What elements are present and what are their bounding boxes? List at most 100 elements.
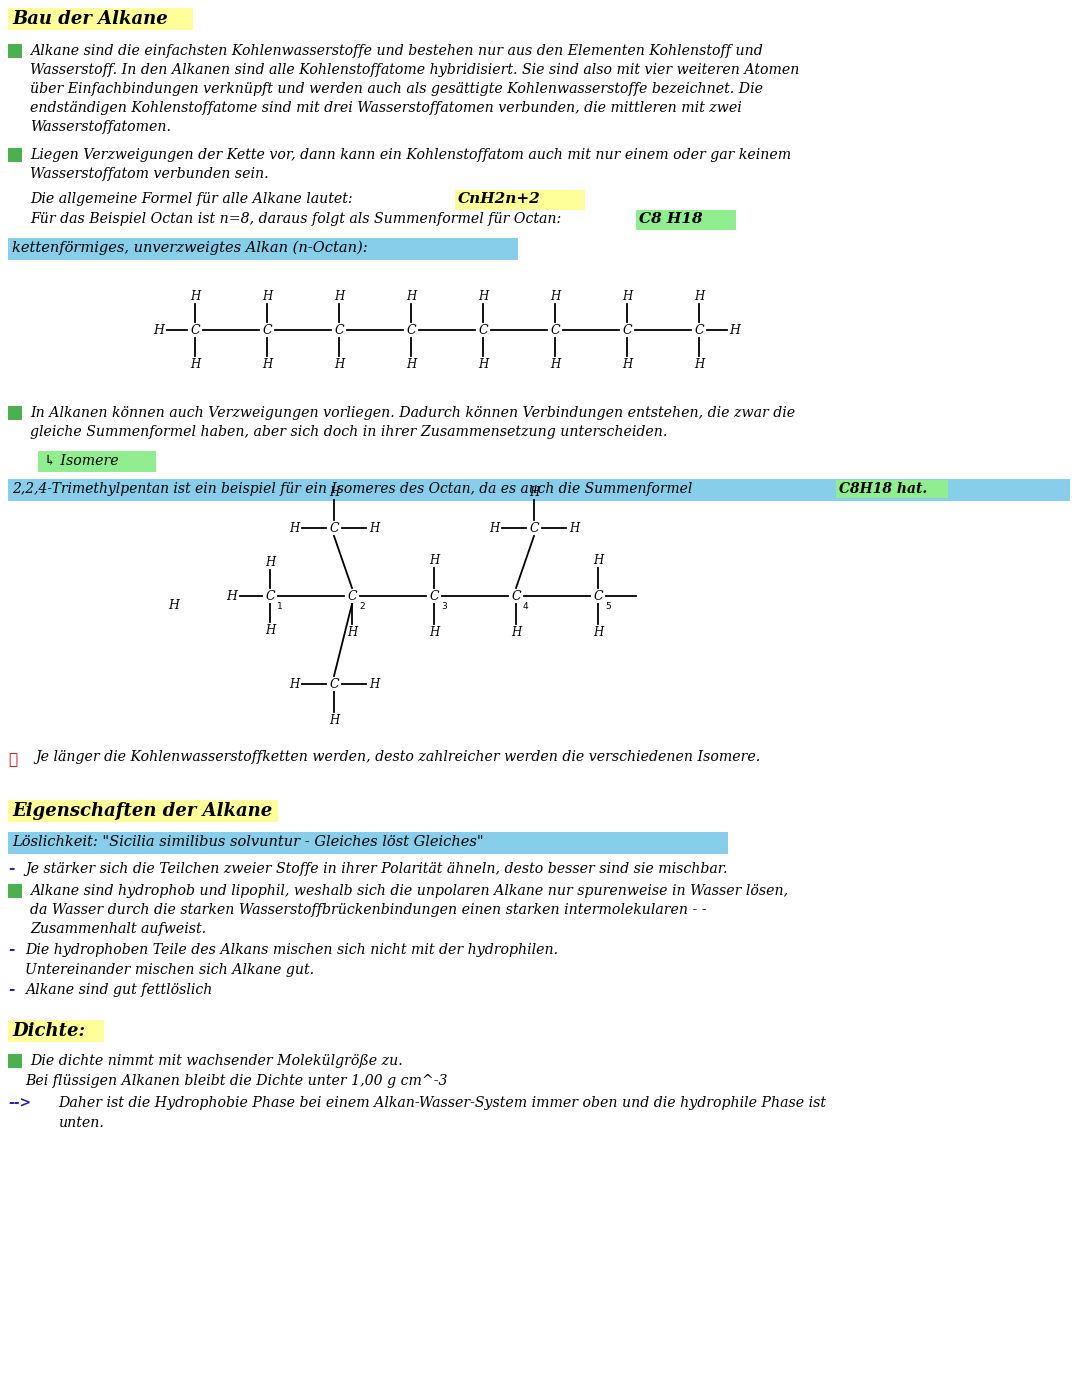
Text: C: C <box>550 323 559 336</box>
Bar <box>8 832 728 855</box>
Text: C: C <box>334 323 343 336</box>
Text: 2,2,4-Trimethylpentan ist ein beispiel für ein Isomeres des Octan, da es auch di: 2,2,4-Trimethylpentan ist ein beispiel f… <box>12 482 692 496</box>
Text: Die allgemeine Formel für alle Alkane lautet:: Die allgemeine Formel für alle Alkane la… <box>30 192 353 206</box>
Text: Daher ist die Hydrophobie Phase bei einem Alkan-Wasser-System immer oben und die: Daher ist die Hydrophobie Phase bei eine… <box>58 1096 826 1110</box>
Bar <box>8 238 518 261</box>
Text: H: H <box>429 626 440 638</box>
Text: H: H <box>153 323 164 336</box>
Text: über Einfachbindungen verknüpft und werden auch als gesättigte Kohlenwasserstoff: über Einfachbindungen verknüpft und werd… <box>30 82 762 96</box>
Text: H: H <box>334 290 345 302</box>
Text: Wasserstoffatom verbunden sein.: Wasserstoffatom verbunden sein. <box>30 167 269 181</box>
Text: CnH2n+2: CnH2n+2 <box>458 192 541 206</box>
Bar <box>38 452 156 473</box>
Text: H: H <box>622 290 632 302</box>
Text: 1: 1 <box>276 602 283 611</box>
Text: H: H <box>406 357 416 371</box>
Text: 2: 2 <box>359 602 365 611</box>
Text: H: H <box>569 521 579 534</box>
Text: C: C <box>329 677 339 690</box>
Text: In Alkanen können auch Verzweigungen vorliegen. Dadurch können Verbindungen ents: In Alkanen können auch Verzweigungen vor… <box>30 406 795 420</box>
Text: Alkane sind die einfachsten Kohlenwasserstoffe und bestehen nur aus den Elemente: Alkane sind die einfachsten Kohlenwasser… <box>30 45 762 59</box>
Text: Untereinander mischen sich Alkane gut.: Untereinander mischen sich Alkane gut. <box>25 963 314 977</box>
Text: Bau der Alkane: Bau der Alkane <box>12 10 167 28</box>
Text: Alkane sind hydrophob und lipophil, weshalb sich die unpolaren Alkane nur spuren: Alkane sind hydrophob und lipophil, wesh… <box>30 884 788 898</box>
Text: H: H <box>477 290 488 302</box>
Bar <box>455 190 585 210</box>
Bar <box>8 800 278 822</box>
Text: C: C <box>622 323 632 336</box>
Text: H: H <box>168 599 179 612</box>
Text: H: H <box>550 290 561 302</box>
Text: 4: 4 <box>523 602 528 611</box>
Text: Löslichkeit: "Sicilia similibus solvuntur - Gleiches löst Gleiches": Löslichkeit: "Sicilia similibus solvuntu… <box>12 835 484 849</box>
Text: H: H <box>369 677 379 690</box>
Text: C: C <box>429 590 438 602</box>
Text: 3: 3 <box>441 602 447 611</box>
Text: H: H <box>288 677 299 690</box>
Text: C: C <box>529 521 539 534</box>
Bar <box>636 210 735 230</box>
Text: H: H <box>369 521 379 534</box>
Text: ✦: ✦ <box>8 753 17 767</box>
Text: ↳ Isomere: ↳ Isomere <box>44 454 119 468</box>
Text: H: H <box>511 626 522 638</box>
Bar <box>8 480 1070 500</box>
Text: H: H <box>347 626 357 638</box>
Text: endständigen Kohlenstoffatome sind mit drei Wasserstoffatomen verbunden, die mit: endständigen Kohlenstoffatome sind mit d… <box>30 100 742 114</box>
Text: C: C <box>347 590 356 602</box>
Text: -: - <box>8 942 14 958</box>
Text: H: H <box>693 290 704 302</box>
Text: H: H <box>329 485 339 499</box>
Text: kettenförmiges, unverzweigtes Alkan (n-Octan):: kettenförmiges, unverzweigtes Alkan (n-O… <box>12 241 367 255</box>
Text: H: H <box>489 521 499 534</box>
Text: C: C <box>262 323 272 336</box>
Text: H: H <box>288 521 299 534</box>
Text: Für das Beispiel Octan ist n=8, daraus folgt als Summenformel für Octan:: Für das Beispiel Octan ist n=8, daraus f… <box>30 212 562 226</box>
Text: C: C <box>694 323 704 336</box>
Text: H: H <box>190 357 200 371</box>
Text: Zusammenhalt aufweist.: Zusammenhalt aufweist. <box>30 921 206 935</box>
Text: H: H <box>730 323 741 336</box>
Text: C: C <box>406 323 416 336</box>
Bar <box>8 148 22 162</box>
Text: C: C <box>329 521 339 534</box>
Text: Je stärker sich die Teilchen zweier Stoffe in ihrer Polarität ähneln, desto bess: Je stärker sich die Teilchen zweier Stof… <box>25 861 728 875</box>
Text: -->: --> <box>8 1096 31 1110</box>
Text: H: H <box>477 357 488 371</box>
Text: H: H <box>550 357 561 371</box>
Bar <box>8 884 22 898</box>
Bar <box>8 1020 104 1041</box>
Text: H: H <box>261 290 272 302</box>
Text: H: H <box>529 485 539 499</box>
Text: Die hydrophoben Teile des Alkans mischen sich nicht mit der hydrophilen.: Die hydrophoben Teile des Alkans mischen… <box>25 942 558 958</box>
Bar <box>8 45 22 59</box>
Text: H: H <box>227 590 238 602</box>
Bar <box>836 480 948 498</box>
Text: Je länger die Kohlenwasserstoffketten werden, desto zahlreicher werden die versc: Je länger die Kohlenwasserstoffketten we… <box>35 750 760 764</box>
Text: H: H <box>329 714 339 726</box>
Text: Eigenschaften der Alkane: Eigenschaften der Alkane <box>12 802 272 820</box>
Text: 5: 5 <box>605 602 611 611</box>
Text: -: - <box>8 983 14 997</box>
Text: H: H <box>593 626 603 638</box>
Text: C8H18 hat.: C8H18 hat. <box>839 482 928 496</box>
Text: H: H <box>265 623 275 637</box>
Text: C: C <box>266 590 274 602</box>
Text: H: H <box>261 357 272 371</box>
Text: unten.: unten. <box>58 1117 104 1131</box>
Text: Bei flüssigen Alkanen bleibt die Dichte unter 1,00 g cm^-3: Bei flüssigen Alkanen bleibt die Dichte … <box>25 1073 447 1087</box>
Text: H: H <box>622 357 632 371</box>
Text: H: H <box>593 553 603 566</box>
Text: Wasserstoff. In den Alkanen sind alle Kohlenstoffatome hybridisiert. Sie sind al: Wasserstoff. In den Alkanen sind alle Ko… <box>30 63 799 77</box>
Text: H: H <box>429 553 440 566</box>
Bar <box>8 406 22 420</box>
Text: Alkane sind gut fettlöslich: Alkane sind gut fettlöslich <box>25 983 213 997</box>
Text: H: H <box>265 555 275 569</box>
Text: H: H <box>190 290 200 302</box>
Text: H: H <box>334 357 345 371</box>
Text: C8 H18: C8 H18 <box>639 212 703 226</box>
Text: H: H <box>693 357 704 371</box>
Text: C: C <box>190 323 200 336</box>
Text: Dichte:: Dichte: <box>12 1022 85 1040</box>
Text: C: C <box>511 590 521 602</box>
